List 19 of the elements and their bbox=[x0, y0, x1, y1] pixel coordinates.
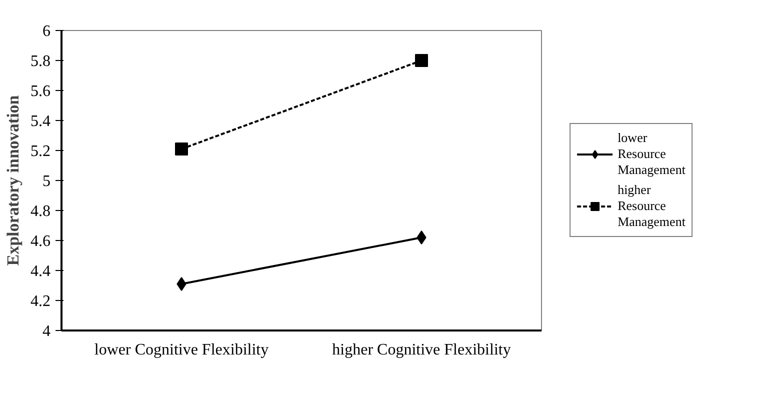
y-tick-label: 6 bbox=[42, 23, 50, 40]
point bbox=[415, 54, 428, 67]
y-tick-label: 5.8 bbox=[30, 53, 50, 70]
y-tick-label: 5.4 bbox=[30, 113, 50, 130]
y-tick-label: 4 bbox=[42, 323, 50, 340]
y-tick-label: 4.6 bbox=[30, 233, 50, 250]
point bbox=[176, 277, 186, 291]
y-axis-title: Exploratory innovation bbox=[4, 94, 22, 266]
x-tick-label: higher Cognitive Flexibility bbox=[332, 342, 511, 358]
y-tick-label: 5 bbox=[42, 173, 50, 190]
x-tick-label: lower Cognitive Flexibility bbox=[94, 342, 269, 358]
y-tick-label: 5.2 bbox=[30, 143, 50, 160]
y-tick-label: 5.6 bbox=[30, 83, 50, 100]
point bbox=[175, 142, 188, 156]
y-tick-label: 4.4 bbox=[30, 263, 50, 280]
legend-label: higher Resource Management bbox=[618, 182, 686, 230]
point bbox=[416, 230, 426, 244]
y-tick-label: 4.2 bbox=[30, 293, 50, 310]
y-tick-label: 4.8 bbox=[30, 203, 50, 220]
